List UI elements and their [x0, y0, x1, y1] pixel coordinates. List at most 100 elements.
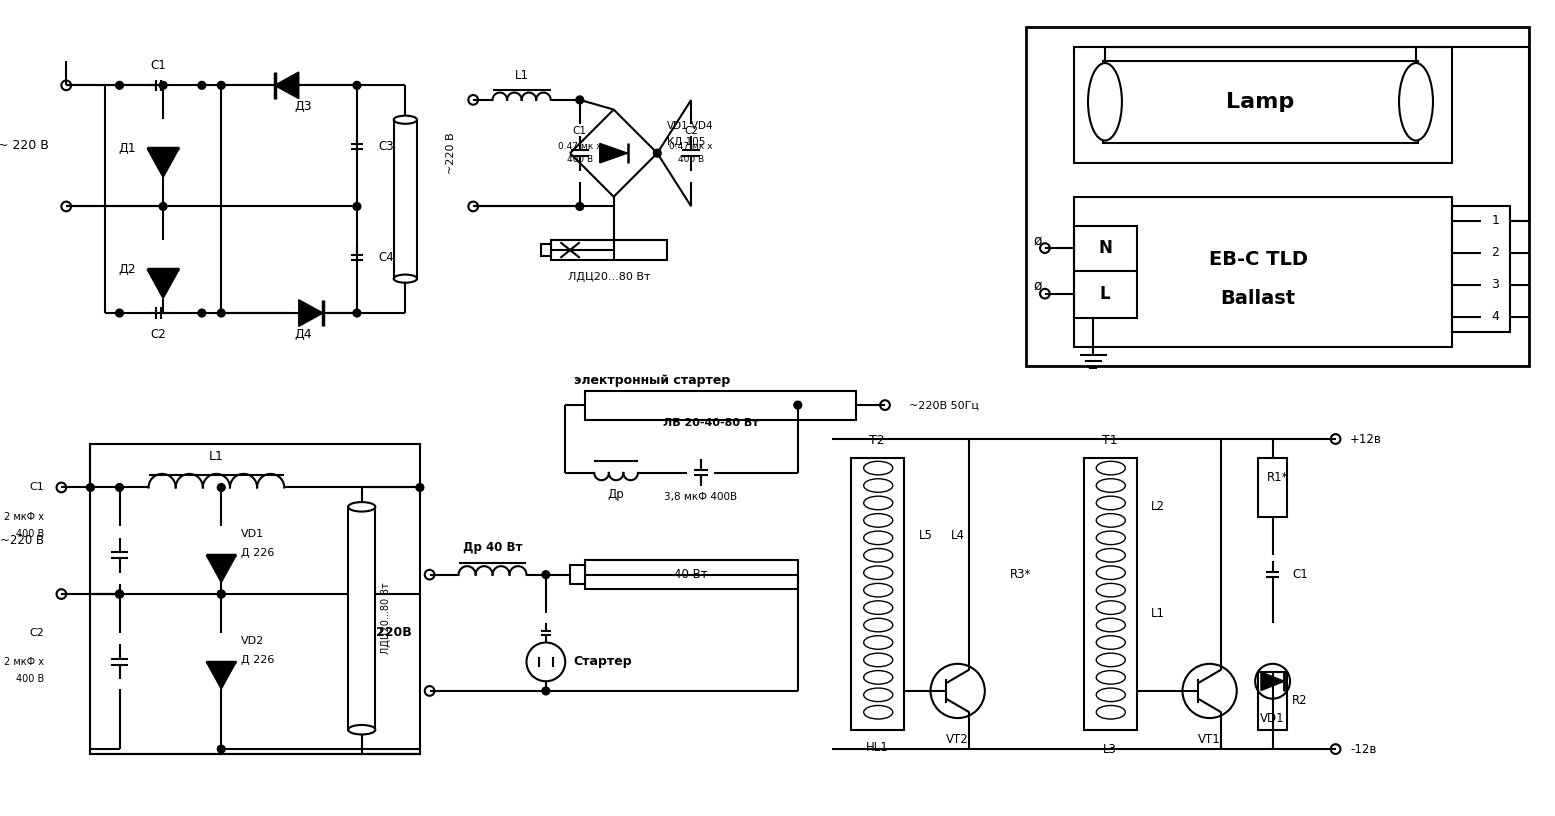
- Circle shape: [218, 309, 225, 317]
- Text: L5: L5: [919, 530, 933, 543]
- Text: VD2: VD2: [241, 636, 264, 645]
- Text: 0.47 мк х: 0.47 мк х: [558, 142, 602, 151]
- Circle shape: [575, 96, 583, 104]
- Ellipse shape: [348, 502, 375, 512]
- Polygon shape: [207, 555, 236, 583]
- Text: R2: R2: [1292, 694, 1308, 707]
- Bar: [541, 244, 550, 256]
- Bar: [1258, 459, 1288, 517]
- Circle shape: [87, 484, 95, 491]
- Bar: [1084, 459, 1137, 730]
- Text: 400 В: 400 В: [16, 529, 44, 539]
- Ellipse shape: [348, 725, 375, 734]
- Text: С2: С2: [151, 328, 166, 341]
- Text: VD1-VD4: VD1-VD4: [667, 121, 714, 131]
- Polygon shape: [207, 662, 236, 689]
- Text: R3*: R3*: [1011, 568, 1031, 581]
- Text: ЛДЦ20...80 Вт: ЛДЦ20...80 Вт: [381, 583, 392, 654]
- Circle shape: [218, 484, 225, 491]
- Bar: [550, 241, 667, 259]
- Bar: [692, 393, 712, 415]
- Text: С4: С4: [378, 251, 393, 264]
- Text: ~220 В: ~220 В: [446, 132, 456, 174]
- Text: N: N: [1098, 239, 1112, 257]
- Text: Др: Др: [608, 488, 624, 501]
- Text: L3: L3: [1102, 743, 1116, 756]
- Text: ~ 220 В: ~ 220 В: [0, 139, 48, 152]
- Text: Ballast: Ballast: [1221, 289, 1295, 308]
- Text: T1: T1: [1102, 434, 1118, 447]
- Circle shape: [115, 484, 123, 491]
- Text: Др 40 Вт: Др 40 Вт: [463, 541, 522, 554]
- Text: L2: L2: [1151, 500, 1165, 513]
- Circle shape: [115, 590, 123, 598]
- Text: Д1: Д1: [118, 142, 135, 155]
- Bar: [1452, 206, 1510, 332]
- Text: 2 мкФ х: 2 мкФ х: [5, 512, 44, 521]
- Text: ЛДЦ20...80 Вт: ЛДЦ20...80 Вт: [568, 273, 650, 282]
- Text: С1: С1: [30, 482, 44, 493]
- Text: электронный стартер: электронный стартер: [574, 375, 731, 388]
- Text: Д3: Д3: [295, 100, 313, 113]
- Text: C1: C1: [1292, 568, 1308, 581]
- Text: С3: С3: [378, 140, 393, 153]
- Text: T2: T2: [869, 434, 885, 447]
- Polygon shape: [148, 269, 179, 299]
- Circle shape: [197, 82, 205, 89]
- Ellipse shape: [393, 274, 417, 282]
- Circle shape: [543, 687, 550, 694]
- Ellipse shape: [393, 116, 417, 124]
- Text: С1: С1: [151, 60, 166, 73]
- Text: 400 В: 400 В: [16, 674, 44, 685]
- Text: С1: С1: [572, 126, 586, 136]
- Polygon shape: [299, 299, 323, 326]
- Bar: [585, 560, 798, 589]
- Text: 400 В: 400 В: [566, 155, 592, 165]
- Bar: [1075, 47, 1452, 163]
- Circle shape: [353, 309, 361, 317]
- Text: Д 226: Д 226: [241, 548, 274, 558]
- Polygon shape: [275, 72, 299, 99]
- Circle shape: [159, 202, 166, 211]
- Text: VT2: VT2: [947, 733, 969, 746]
- Polygon shape: [1261, 672, 1284, 690]
- Text: 2 мкФ х: 2 мкФ х: [5, 657, 44, 667]
- Text: С2: С2: [30, 628, 44, 638]
- Circle shape: [353, 202, 361, 211]
- Polygon shape: [600, 144, 628, 163]
- Circle shape: [575, 202, 583, 211]
- Text: VD1: VD1: [241, 529, 264, 539]
- Bar: [1025, 27, 1530, 366]
- Text: Д 226: Д 226: [241, 655, 274, 665]
- Text: ø: ø: [1033, 233, 1042, 247]
- Circle shape: [218, 590, 225, 598]
- Text: L: L: [1099, 285, 1110, 303]
- Text: ЛБ 20-40-80 Вт: ЛБ 20-40-80 Вт: [662, 418, 759, 428]
- Bar: [1075, 226, 1137, 318]
- Text: С2: С2: [684, 126, 698, 136]
- Ellipse shape: [1400, 63, 1434, 140]
- Text: ~220В 50Гц: ~220В 50Гц: [910, 400, 980, 410]
- Circle shape: [653, 149, 661, 157]
- Text: VT1: VT1: [1199, 733, 1221, 746]
- Text: L1: L1: [208, 450, 224, 463]
- Text: 3: 3: [1491, 278, 1499, 291]
- Text: Стартер: Стартер: [572, 655, 631, 668]
- Bar: [571, 565, 585, 584]
- Text: 1: 1: [1491, 215, 1499, 228]
- Circle shape: [353, 82, 361, 89]
- Circle shape: [417, 484, 425, 491]
- Text: ~220 В: ~220 В: [0, 534, 44, 548]
- Circle shape: [218, 82, 225, 89]
- Text: КД 105: КД 105: [667, 136, 706, 147]
- Bar: [90, 444, 420, 754]
- Bar: [393, 120, 417, 278]
- Text: VD1: VD1: [1260, 712, 1284, 725]
- Bar: [1075, 197, 1452, 347]
- Text: 2: 2: [1491, 246, 1499, 259]
- Text: ø: ø: [1033, 279, 1042, 293]
- Text: L4: L4: [950, 530, 964, 543]
- Text: 4: 4: [1491, 310, 1499, 323]
- Bar: [1102, 61, 1418, 144]
- Text: 400 В: 400 В: [678, 155, 704, 165]
